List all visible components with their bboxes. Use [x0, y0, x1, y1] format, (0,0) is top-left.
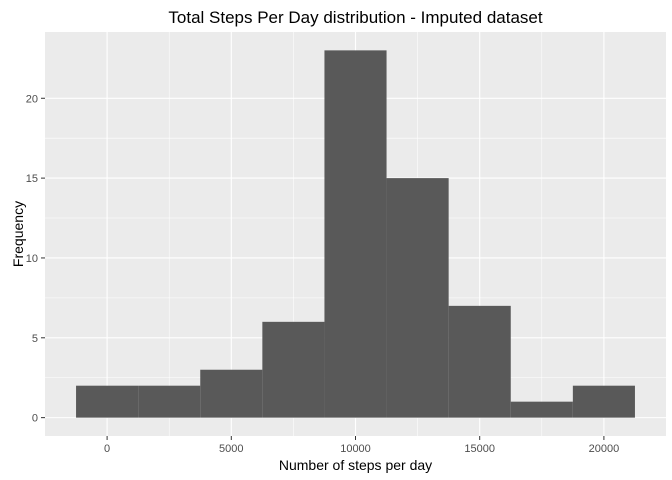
histogram-bar-2 — [138, 385, 201, 418]
y-tick-label: 10 — [26, 253, 38, 265]
y-tick-label: 0 — [32, 413, 38, 425]
histogram-bar-1 — [76, 385, 139, 418]
chart-title: Total Steps Per Day distribution - Imput… — [168, 8, 542, 27]
y-tick-label: 15 — [26, 173, 38, 185]
y-axis-label: Frequency — [10, 201, 26, 267]
histogram-bar-8 — [510, 401, 573, 418]
histogram-bar-3 — [200, 369, 263, 418]
histogram-bar-6 — [386, 178, 449, 418]
histogram-bar-4 — [262, 321, 325, 418]
x-tick-label: 15000 — [464, 443, 495, 455]
histogram-bar-9 — [572, 385, 635, 418]
histogram-bars — [76, 50, 635, 418]
x-tick-label: 5000 — [219, 443, 243, 455]
y-tick-label: 5 — [32, 333, 38, 345]
x-tick-label: 10000 — [340, 443, 371, 455]
x-tick-label: 20000 — [589, 443, 620, 455]
y-tick-label: 20 — [26, 93, 38, 105]
histogram-bar-7 — [448, 305, 511, 418]
x-axis-ticks: 0 5000 10000 15000 20000 — [104, 436, 619, 455]
x-axis-label: Number of steps per day — [279, 457, 432, 473]
histogram-bar-5 — [324, 50, 387, 418]
x-tick-label: 0 — [104, 443, 110, 455]
y-axis-ticks: 0 5 10 15 20 — [26, 93, 45, 425]
